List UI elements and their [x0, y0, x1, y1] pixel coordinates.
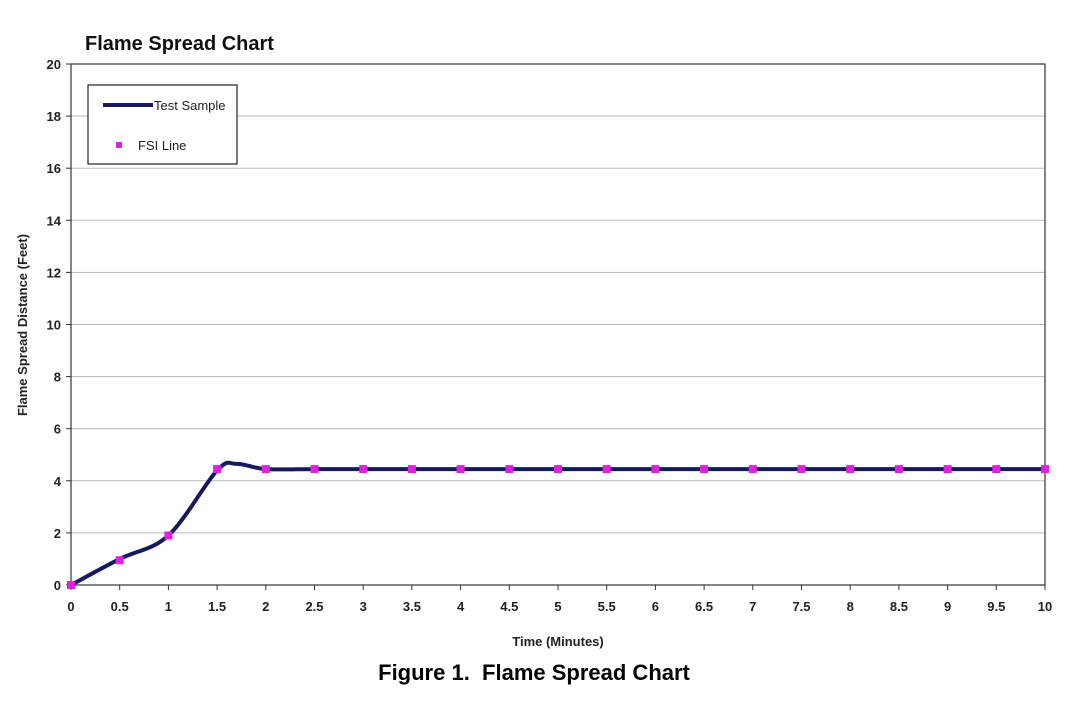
y-tick-label: 2: [54, 526, 61, 541]
legend-label-test-sample: Test Sample: [154, 98, 226, 113]
y-tick-label: 20: [47, 57, 61, 72]
y-axis-title: Flame Spread Distance (Feet): [15, 234, 30, 416]
fsi-line-point: [748, 465, 757, 474]
fsi-line-point: [700, 465, 709, 474]
fsi-line-point: [67, 581, 75, 589]
chart-title: Flame Spread Chart: [85, 33, 274, 55]
x-tick-label: 8.5: [890, 599, 908, 614]
gridlines: [71, 115, 1045, 534]
x-tick-label: 9: [944, 599, 951, 614]
x-tick-label: 3: [360, 599, 367, 614]
fsi-line-point: [894, 465, 903, 474]
fsi-line-point: [943, 465, 952, 474]
x-tick-label: 0.5: [111, 599, 129, 614]
y-tick-label: 0: [54, 578, 61, 593]
x-tick-label: 9.5: [987, 599, 1005, 614]
x-tick-label: 6: [652, 599, 659, 614]
y-tick-label: 10: [47, 318, 61, 333]
x-tick-label: 4.5: [500, 599, 518, 614]
series-line-test-sample: [69, 460, 1047, 587]
x-axis-title: Time (Minutes): [512, 634, 604, 649]
fsi-line-point: [1041, 465, 1049, 474]
x-tick-label: 10: [1038, 599, 1052, 614]
x-tick-label: 2.5: [305, 599, 323, 614]
x-tick-label: 7: [749, 599, 756, 614]
y-tick-label: 6: [54, 422, 61, 437]
x-tick-label: 3.5: [403, 599, 421, 614]
fsi-line-point: [846, 465, 855, 474]
x-tick-label: 8: [847, 599, 854, 614]
x-tick-label: 1.5: [208, 599, 226, 614]
x-tick-label: 0: [67, 599, 74, 614]
fsi-line-point: [505, 465, 514, 474]
fsi-line-point: [407, 465, 416, 474]
x-tick-label: 2: [262, 599, 269, 614]
y-tick-label: 12: [47, 265, 61, 280]
fsi-line-point: [164, 531, 173, 540]
series-layer: [67, 460, 1049, 589]
y-tick-label: 14: [47, 213, 62, 228]
x-tick-label: 5: [554, 599, 561, 614]
x-axis-ticks: 0 0.5 1 1.5 2 2.5 3 3.5 4 4.5 5 5.5 6 6.5 7 7.5 8 8.5 9 9.5…: [67, 585, 1052, 614]
x-tick-label: 6.5: [695, 599, 713, 614]
figure-caption: Figure 1. Flame Spread Chart: [378, 660, 690, 685]
y-tick-label: 16: [47, 161, 61, 176]
y-axis-ticks: 0 2 4 6 8 10 12 14 16 18 20: [47, 57, 71, 593]
fsi-line-point: [602, 465, 611, 474]
fsi-line-point: [213, 465, 222, 474]
fsi-line-point: [554, 465, 562, 474]
x-tick-label: 4: [457, 599, 465, 614]
y-tick-label: 18: [47, 109, 61, 124]
fsi-line-point: [310, 465, 319, 474]
legend-swatch-fsi-line: [116, 142, 122, 148]
fsi-line-point: [115, 556, 124, 565]
x-tick-label: 5.5: [598, 599, 616, 614]
fsi-line-point: [359, 465, 368, 474]
fsi-line-point: [261, 465, 270, 474]
fsi-line-point: [651, 465, 660, 474]
legend-box: [87, 84, 238, 165]
fsi-line-point: [992, 465, 1001, 474]
x-tick-label: 7.5: [792, 599, 810, 614]
fsi-line-point: [456, 465, 465, 474]
legend: Test Sample FSI Line: [87, 84, 238, 165]
legend-label-fsi-line: FSI Line: [138, 138, 186, 153]
y-tick-label: 4: [54, 474, 62, 489]
x-tick-label: 1: [165, 599, 172, 614]
fsi-line-point: [797, 465, 806, 474]
y-tick-label: 8: [54, 370, 61, 385]
